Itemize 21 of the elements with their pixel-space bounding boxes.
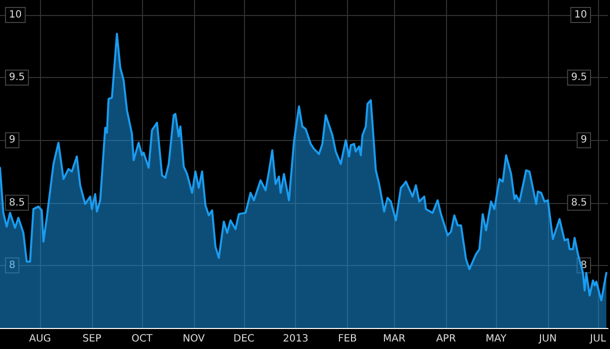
y2-tick-label: 9.5 xyxy=(571,72,587,84)
y-tick-label: 8 xyxy=(9,260,16,271)
x-tick-label: DEC xyxy=(233,334,254,344)
x-tick-label: FEB xyxy=(338,334,358,344)
x-tick-label: NOV xyxy=(182,334,205,344)
y-tick-label: 8.5 xyxy=(9,197,25,208)
y-tick-label: 9 xyxy=(9,134,16,146)
x-tick-label: 2013 xyxy=(282,334,308,344)
y2-tick-label: 8.5 xyxy=(571,197,587,208)
x-tick-label: JUN xyxy=(538,334,557,344)
y-tick-label: 9.5 xyxy=(9,72,25,84)
y2-tick-label: 9 xyxy=(580,134,587,146)
x-tick-label: SEP xyxy=(82,334,102,344)
x-tick-label: AUG xyxy=(29,334,52,344)
y-tick-label: 10 xyxy=(9,10,22,21)
y2-tick-label: 10 xyxy=(574,10,587,21)
x-tick-label: MAY xyxy=(486,334,508,344)
x-tick-label: JUL xyxy=(589,334,606,344)
x-tick-label: OCT xyxy=(131,334,154,344)
x-tick-label: MAR xyxy=(382,334,406,344)
x-tick-label: APR xyxy=(436,334,456,344)
